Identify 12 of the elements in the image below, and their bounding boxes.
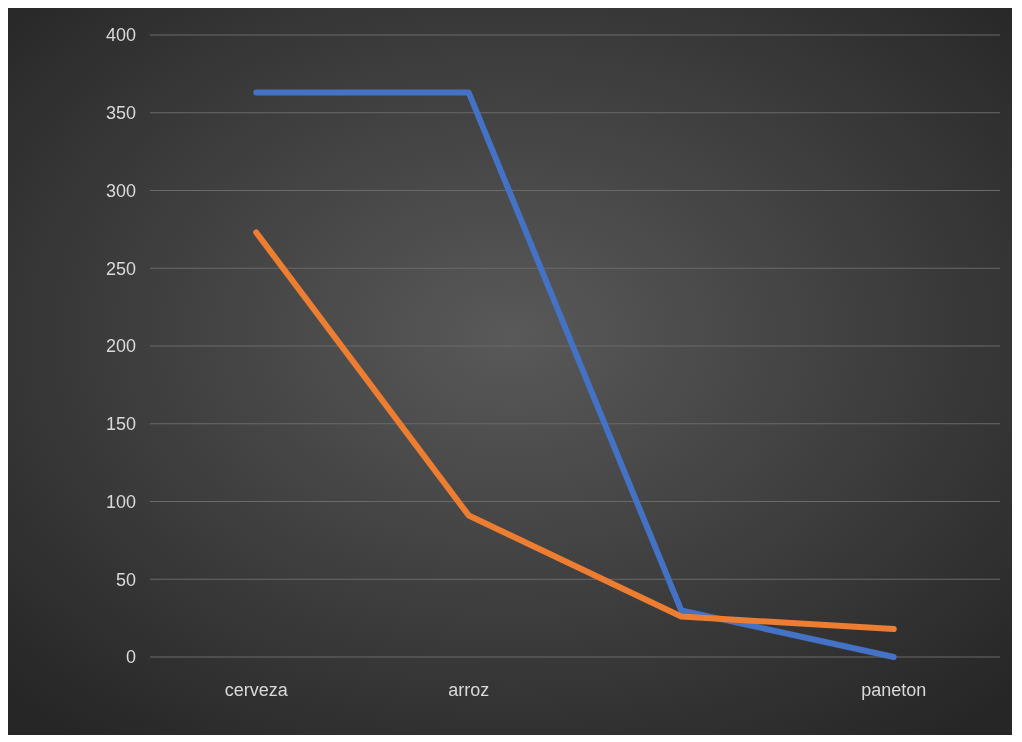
y-tick-label: 350 xyxy=(105,103,136,124)
x-tick-label: paneton xyxy=(861,680,927,700)
x-tick-label: cerveza xyxy=(224,680,289,700)
y-tick-label: 200 xyxy=(105,336,136,357)
x-tick-label: arroz xyxy=(448,680,490,700)
y-tick-label: 50 xyxy=(115,569,136,590)
y-tick-label: 250 xyxy=(105,258,136,279)
y-tick-label: 400 xyxy=(105,25,136,46)
y-tick-label: 0 xyxy=(125,647,136,668)
y-tick-label: 150 xyxy=(105,414,136,435)
y-tick-label: 100 xyxy=(105,491,136,512)
y-tick-label: 300 xyxy=(105,180,136,201)
